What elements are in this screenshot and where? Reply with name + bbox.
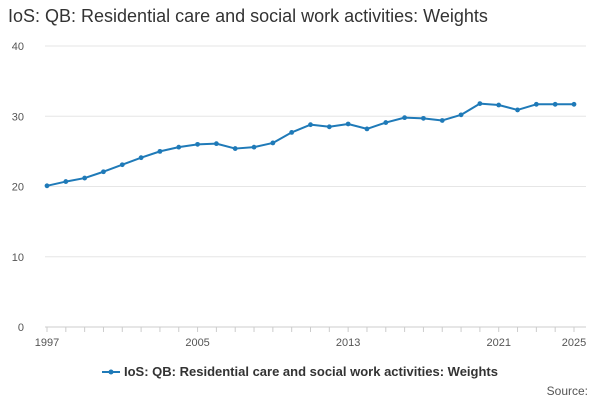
- data-point: [308, 122, 313, 128]
- x-tick-label: 2005: [185, 337, 209, 349]
- chart-title: IoS: QB: Residential care and social wor…: [8, 6, 488, 26]
- data-point: [552, 101, 558, 107]
- x-tick-label: 2025: [562, 337, 586, 349]
- data-point: [533, 101, 539, 107]
- data-point: [101, 169, 106, 175]
- data-point: [477, 101, 483, 107]
- data-point: [232, 146, 238, 151]
- y-tick-label: 20: [12, 182, 24, 194]
- grid-lines: 0 10 20 30 40: [12, 41, 586, 334]
- series-layer: [44, 101, 577, 189]
- x-tick-label: 2021: [486, 337, 510, 349]
- data-point: [138, 155, 144, 161]
- data-point: [44, 183, 50, 189]
- data-point: [402, 115, 408, 121]
- data-point: [82, 175, 88, 181]
- legend-label: IoS: QB: Residential care and social wor…: [124, 364, 498, 379]
- data-point: [251, 144, 257, 150]
- data-point: [383, 120, 389, 125]
- x-tick-label: 2013: [336, 337, 360, 349]
- data-point: [289, 130, 295, 135]
- data-point: [496, 102, 502, 108]
- y-tick-label: 40: [12, 41, 24, 53]
- data-point: [364, 126, 370, 132]
- legend[interactable]: IoS: QB: Residential care and social wor…: [0, 364, 600, 379]
- legend-line-marker-icon: [102, 369, 120, 374]
- x-tick-label: 1997: [35, 337, 59, 349]
- data-point: [119, 162, 125, 168]
- data-point: [195, 141, 200, 147]
- data-point: [439, 118, 445, 123]
- data-point: [213, 141, 219, 147]
- data-point: [421, 115, 426, 121]
- y-tick-label: 30: [12, 111, 24, 123]
- data-point: [458, 112, 464, 118]
- data-point: [176, 144, 182, 150]
- x-axis: 1997 2005 2013 2021 2025: [35, 327, 586, 349]
- source-label: Source:: [546, 384, 588, 398]
- data-point: [270, 140, 276, 146]
- y-tick-label: 0: [18, 322, 24, 334]
- data-point: [63, 179, 69, 184]
- data-point: [515, 107, 520, 113]
- y-tick-label: 10: [12, 252, 24, 264]
- data-point: [157, 148, 163, 154]
- data-point: [326, 124, 332, 130]
- data-point: [571, 101, 577, 107]
- data-point: [345, 121, 351, 127]
